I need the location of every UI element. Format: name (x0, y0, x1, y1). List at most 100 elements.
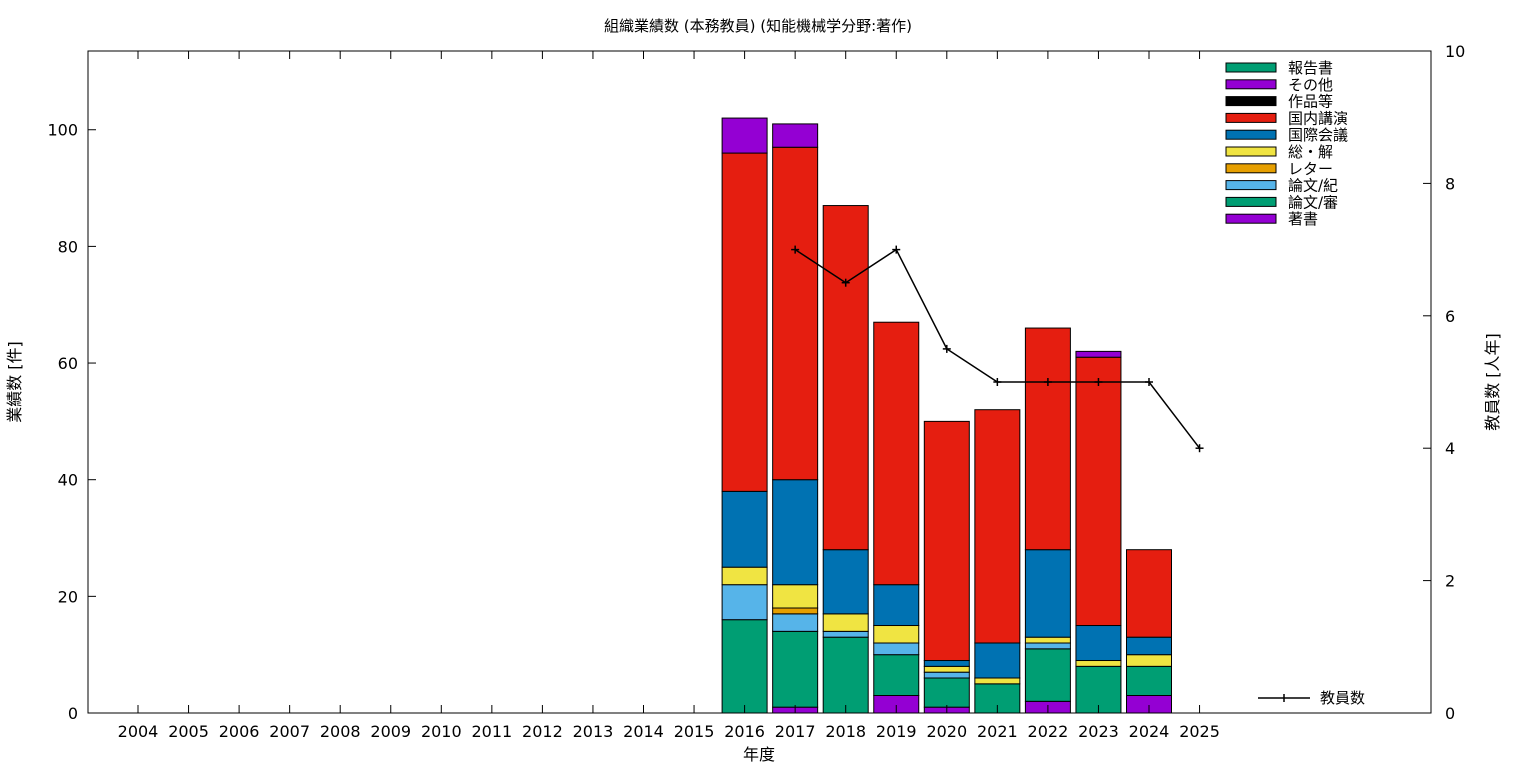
x-tick-label-2025: 2025 (1179, 722, 1220, 741)
x-tick-label-2011: 2011 (471, 722, 512, 741)
bar-2020-series-6 (923, 420, 970, 662)
line-point-2023 (1094, 378, 1103, 386)
y-tick-label: 40 (58, 471, 78, 490)
bar-2017-series-4 (772, 584, 819, 609)
legend-swatch-9 (1225, 213, 1277, 224)
x-tick-label-2020: 2020 (926, 722, 967, 741)
bar-2017-series-6 (772, 146, 819, 481)
y-tick-label: 60 (58, 354, 78, 373)
x-tick-label-2007: 2007 (269, 722, 310, 741)
bar-2021-series-5 (974, 642, 1021, 679)
bar-2019-series-6 (873, 321, 920, 586)
legend-swatch-3 (1225, 112, 1277, 123)
bar-2018-series-4 (822, 613, 869, 632)
bar-2024-series-4 (1126, 654, 1172, 667)
x-tick-label-2009: 2009 (370, 722, 411, 741)
x-axis-label: 年度 (743, 745, 775, 764)
line-point-2017 (791, 245, 800, 254)
bar-2020-series-2 (923, 671, 970, 679)
bar-2018-series-5 (822, 549, 869, 615)
bar-2023-series-5 (1075, 625, 1122, 662)
bar-2019-series-1 (873, 654, 920, 696)
x-tick-label-2022: 2022 (1028, 722, 1069, 741)
bar-2019-series-5 (873, 584, 920, 627)
y-tick-label: 80 (58, 237, 78, 256)
bar-2018-series-2 (822, 630, 869, 638)
legend-swatch-7 (1225, 180, 1277, 191)
bar-2023-series-8 (1075, 350, 1122, 358)
bar-2022-series-1 (1024, 648, 1071, 702)
bar-2016-series-5 (721, 490, 768, 568)
bar-2016-series-6 (721, 152, 768, 492)
x-tick-label-2018: 2018 (825, 722, 866, 741)
y-tick-label: 20 (58, 587, 78, 606)
bar-2017-series-8 (772, 123, 819, 148)
legend-label-7: 論文/紀 (1288, 177, 1338, 195)
legend-label-5: 総・解 (1288, 143, 1333, 161)
line-point-2022 (1043, 378, 1052, 386)
x-tick-label-2017: 2017 (775, 722, 816, 741)
bar-2020-series-1 (923, 677, 970, 708)
legend-swatch-8 (1225, 196, 1277, 207)
bar-2024-series-6 (1126, 549, 1172, 638)
legend-label-0: 報告書 (1288, 59, 1333, 77)
legend-swatch-4 (1225, 129, 1277, 140)
y2-axis-label: 教員数 [人年] (1483, 333, 1502, 431)
line-point-2021 (993, 378, 1002, 386)
bar-2022-series-6 (1024, 327, 1071, 551)
bars-layer (721, 117, 1172, 714)
y2-tick-label: 6 (1445, 307, 1455, 326)
legend-label-line: 教員数 (1320, 689, 1365, 707)
bar-2020-series-5 (923, 660, 970, 667)
line-point-2018 (841, 278, 850, 287)
bar-2022-series-4 (1024, 636, 1071, 644)
y2-tick-label: 0 (1445, 704, 1455, 723)
bar-2017-series-2 (772, 613, 819, 632)
legend-swatch-6 (1225, 163, 1277, 174)
bar-2017-series-3 (772, 607, 819, 615)
y-tick-label: 100 (47, 121, 78, 140)
bar-2022-series-5 (1024, 549, 1071, 638)
legend-label-9: 著書 (1288, 210, 1318, 228)
x-tick-label-2012: 2012 (522, 722, 563, 741)
line-point-2020 (942, 344, 951, 353)
line-point-2025 (1195, 444, 1204, 453)
axes-layer: 0 20 40 60 80 100 0 2 4 6 8 10 2004 2005 2006 2007 2008 2… (47, 42, 1465, 741)
x-tick-label-2024: 2024 (1129, 722, 1170, 741)
bar-2017-series-5 (772, 479, 819, 586)
x-tick-label-2005: 2005 (168, 722, 209, 741)
line-layer (791, 245, 1204, 453)
bar-2024-series-5 (1126, 636, 1172, 656)
x-tick-label-2006: 2006 (219, 722, 260, 741)
line-point-2024 (1145, 378, 1153, 386)
plot-frame (87, 50, 1432, 714)
bar-2016-series-4 (721, 566, 768, 586)
x-tick-label-2008: 2008 (320, 722, 361, 741)
legend-label-1: その他 (1288, 76, 1333, 94)
bar-2023-series-6 (1075, 356, 1122, 627)
bar-2024-series-1 (1126, 665, 1172, 697)
legend-swatch-0 (1225, 62, 1277, 73)
bar-2023-series-4 (1075, 660, 1122, 667)
bar-2019-series-4 (873, 625, 920, 644)
x-tick-label-2019: 2019 (876, 722, 917, 741)
legend-swatch-2 (1225, 96, 1277, 107)
bar-2016-series-2 (721, 584, 768, 621)
line-point-2019 (892, 245, 901, 254)
y-axis-label: 業績数 [件] (5, 341, 24, 423)
legend-label-8: 論文/審 (1288, 193, 1338, 211)
legend-label-2: 作品等 (1288, 93, 1333, 111)
x-tick-label-2023: 2023 (1078, 722, 1119, 741)
bar-2018-series-6 (822, 205, 869, 551)
x-tick-label-2021: 2021 (977, 722, 1018, 741)
bar-2016-series-8 (721, 117, 768, 154)
x-tick-label-2004: 2004 (118, 722, 159, 741)
bar-2021-series-4 (974, 677, 1021, 685)
y-tick-label: 0 (68, 704, 78, 723)
legend-label-4: 国際会議 (1288, 126, 1348, 144)
bar-2021-series-6 (974, 409, 1021, 644)
legend-swatch-1 (1225, 79, 1277, 90)
bar-2018-series-1 (822, 636, 869, 714)
